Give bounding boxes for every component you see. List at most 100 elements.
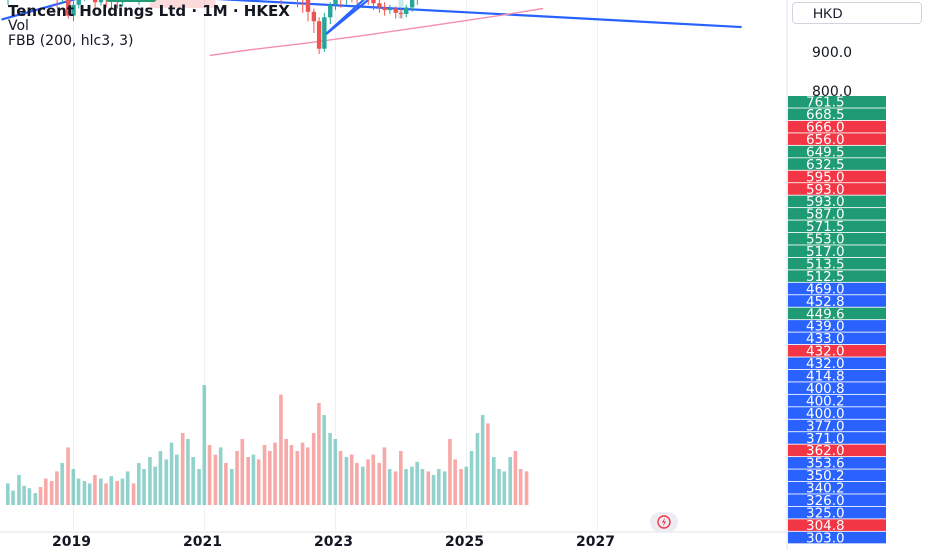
price-tag: 432.0 bbox=[788, 356, 886, 372]
price-tag-text: 517.0 bbox=[806, 244, 845, 260]
price-tag-bg bbox=[788, 369, 886, 382]
volume-bar bbox=[459, 469, 463, 505]
price-tag: 303.0 bbox=[788, 530, 886, 546]
pattern-label: Head bbox=[106, 0, 157, 4]
price-tag: 326.0 bbox=[788, 493, 886, 509]
price-tag: 553.0 bbox=[788, 232, 886, 248]
price-tag-text: 593.0 bbox=[806, 182, 845, 198]
candle-body bbox=[404, 7, 409, 14]
volume-bar bbox=[43, 478, 48, 505]
volume-bar bbox=[513, 451, 518, 505]
candle-body bbox=[393, 8, 398, 13]
price-tag: 593.0 bbox=[788, 194, 886, 210]
volume-bar bbox=[251, 454, 256, 505]
volume-bar bbox=[279, 394, 283, 505]
price-tag-text: 452.8 bbox=[806, 294, 845, 310]
price-tag-text: 553.0 bbox=[806, 232, 845, 248]
price-tag-bg bbox=[788, 170, 886, 183]
volume-bar bbox=[426, 471, 431, 505]
volume-bar bbox=[305, 447, 310, 505]
volume-bar bbox=[366, 459, 370, 505]
price-tag-bg bbox=[788, 220, 886, 233]
volume-bar bbox=[137, 463, 141, 505]
price-tag-bg bbox=[788, 232, 886, 245]
price-tag: 587.0 bbox=[788, 207, 886, 223]
price-tag: 353.6 bbox=[788, 456, 886, 472]
volume-bar bbox=[497, 469, 501, 505]
volume-bar bbox=[82, 481, 87, 505]
volume-bar bbox=[76, 478, 81, 505]
volume-bar bbox=[322, 415, 326, 505]
volume-bar bbox=[17, 475, 21, 505]
price-tag: 350.2 bbox=[788, 468, 886, 484]
price-tag-bg bbox=[788, 531, 886, 544]
price-tag-bg bbox=[788, 120, 886, 133]
time-axis-label: 2019 bbox=[52, 534, 91, 550]
price-tag: 325.0 bbox=[788, 505, 886, 521]
price-tag: 433.0 bbox=[788, 331, 886, 347]
volume-bar bbox=[131, 483, 136, 505]
pattern-label-bg bbox=[106, 0, 157, 3]
candle-body bbox=[305, 0, 311, 12]
price-tag-text: 400.8 bbox=[806, 381, 845, 397]
time-axis-label: 2021 bbox=[183, 534, 222, 550]
volume-indicator-label[interactable]: Vol bbox=[8, 18, 29, 34]
volume-bar bbox=[27, 488, 32, 505]
price-tag-bg bbox=[788, 208, 886, 220]
volume-bar bbox=[410, 466, 414, 505]
price-tag-bg bbox=[788, 444, 886, 457]
volume-bar bbox=[508, 457, 512, 505]
candle-body bbox=[328, 4, 333, 18]
volume-bar bbox=[268, 451, 272, 505]
currency-button[interactable]: HKD bbox=[792, 2, 922, 24]
symbol-title[interactable]: Tencent Holdings Ltd · 1M · HKEX bbox=[8, 2, 290, 20]
volume-bar bbox=[273, 442, 277, 505]
candle-body bbox=[98, 0, 104, 3]
price-tag-text: 595.0 bbox=[806, 169, 845, 185]
volume-bar bbox=[382, 447, 387, 505]
volume-bar bbox=[262, 445, 267, 505]
price-tag-bg bbox=[788, 407, 886, 419]
fbb-bands-layer bbox=[209, 7, 544, 57]
price-tag-bg bbox=[788, 457, 886, 469]
volume-bar bbox=[164, 459, 169, 505]
price-tag-text: 761.5 bbox=[806, 95, 845, 111]
volume-bar bbox=[71, 469, 76, 505]
lightning-icon[interactable] bbox=[650, 512, 678, 532]
price-tag-text: 400.0 bbox=[806, 406, 845, 422]
lightning-icon-glyph bbox=[657, 515, 671, 529]
fbb-indicator-label[interactable]: FBB (200, hlc3, 3) bbox=[8, 33, 134, 49]
volume-bar bbox=[235, 451, 239, 505]
time-axis-layer: 2019 2021 2023 2025 2027 bbox=[0, 531, 787, 550]
price-tag-bg bbox=[788, 108, 886, 121]
price-tag: 666.0 bbox=[788, 120, 886, 136]
volume-bar bbox=[109, 476, 114, 505]
price-tag: 400.8 bbox=[788, 381, 886, 397]
volume-bar bbox=[311, 433, 316, 505]
price-tag-text: 326.0 bbox=[806, 493, 845, 509]
trendline bbox=[216, 0, 742, 29]
volume-bar bbox=[11, 490, 15, 505]
volume-bar bbox=[300, 442, 305, 505]
price-tag-text: 432.0 bbox=[806, 356, 845, 372]
volume-bar bbox=[317, 403, 321, 505]
price-tag-text: 571.5 bbox=[806, 219, 845, 235]
candle-body bbox=[316, 21, 322, 49]
volume-bar bbox=[55, 471, 59, 505]
volume-bar bbox=[240, 439, 245, 505]
volume-bar bbox=[399, 451, 403, 505]
price-tag: 513.5 bbox=[788, 256, 886, 272]
volume-bar bbox=[87, 483, 92, 505]
volume-bar bbox=[377, 463, 381, 505]
volume-bar bbox=[174, 454, 179, 505]
price-tag-bg bbox=[788, 519, 886, 531]
volume-bar bbox=[224, 463, 228, 505]
price-tag-bg bbox=[788, 432, 886, 444]
pattern-label-text: Head bbox=[114, 0, 148, 4]
price-tag-bg bbox=[788, 345, 886, 357]
price-tag-text: 432.0 bbox=[806, 344, 845, 360]
volume-bar bbox=[153, 466, 157, 505]
price-tag-text: 587.0 bbox=[806, 207, 845, 223]
volume-bar bbox=[22, 485, 26, 505]
